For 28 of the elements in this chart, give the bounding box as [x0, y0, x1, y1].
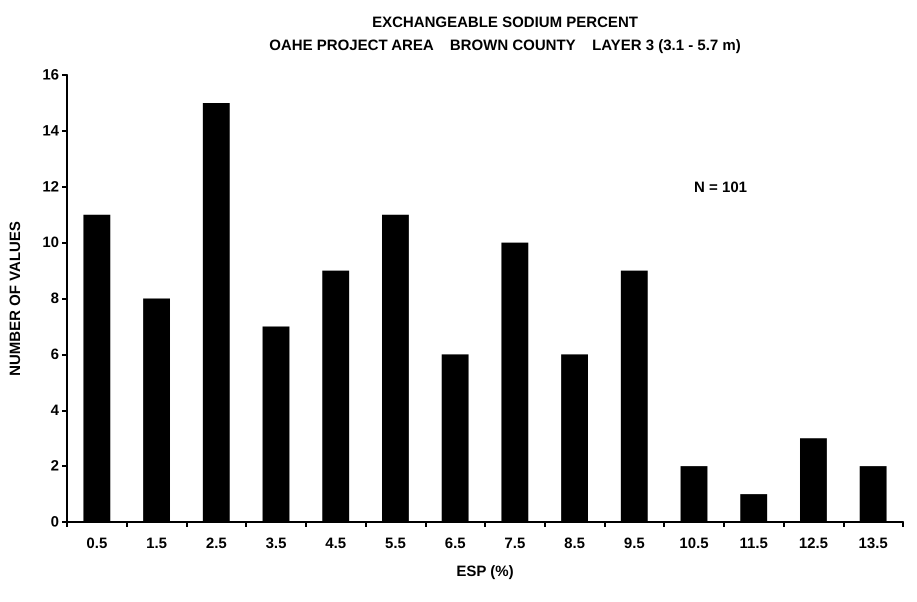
- x-tick-label: 6.5: [444, 535, 466, 552]
- y-tick-label: 4: [50, 402, 60, 419]
- x-tick-label: 0.5: [86, 535, 108, 552]
- x-tick-label: 9.5: [624, 535, 645, 552]
- x-tick-label: 13.5: [858, 535, 888, 552]
- x-tick-label: 8.5: [564, 535, 585, 552]
- y-tick-label: 8: [50, 290, 59, 307]
- x-tick-label: 12.5: [798, 535, 828, 552]
- x-tick-label: 4.5: [325, 535, 346, 552]
- x-tick-label: 5.5: [385, 535, 406, 552]
- x-axis-title: ESP (%): [456, 563, 514, 580]
- annotation: N = 101: [694, 179, 748, 196]
- y-tick-label: 12: [42, 178, 59, 196]
- x-tick-label: 7.5: [504, 535, 526, 552]
- chart-title: EXCHANGEABLE SODIUM PERCENT: [372, 14, 638, 31]
- y-axis-title: NUMBER OF VALUES: [7, 221, 24, 376]
- y-tick-label: 10: [42, 234, 59, 252]
- x-tick-label: 2.5: [206, 535, 227, 552]
- chart-subtitle: OAHE PROJECT AREA BROWN COUNTY LAYER 3 (3.1 - 5.7 m): [269, 37, 741, 54]
- y-tick-label: 2: [50, 458, 59, 475]
- x-tick-label: 10.5: [679, 535, 709, 552]
- x-tick-label: 1.5: [146, 535, 167, 552]
- x-tick-label: 11.5: [740, 535, 768, 552]
- y-tick-label: 16: [42, 66, 59, 84]
- y-tick-label: 6: [50, 346, 59, 363]
- y-tick-label: 14: [42, 122, 60, 140]
- y-tick-label: 0: [50, 514, 59, 530]
- x-tick-label: 3.5: [266, 535, 286, 552]
